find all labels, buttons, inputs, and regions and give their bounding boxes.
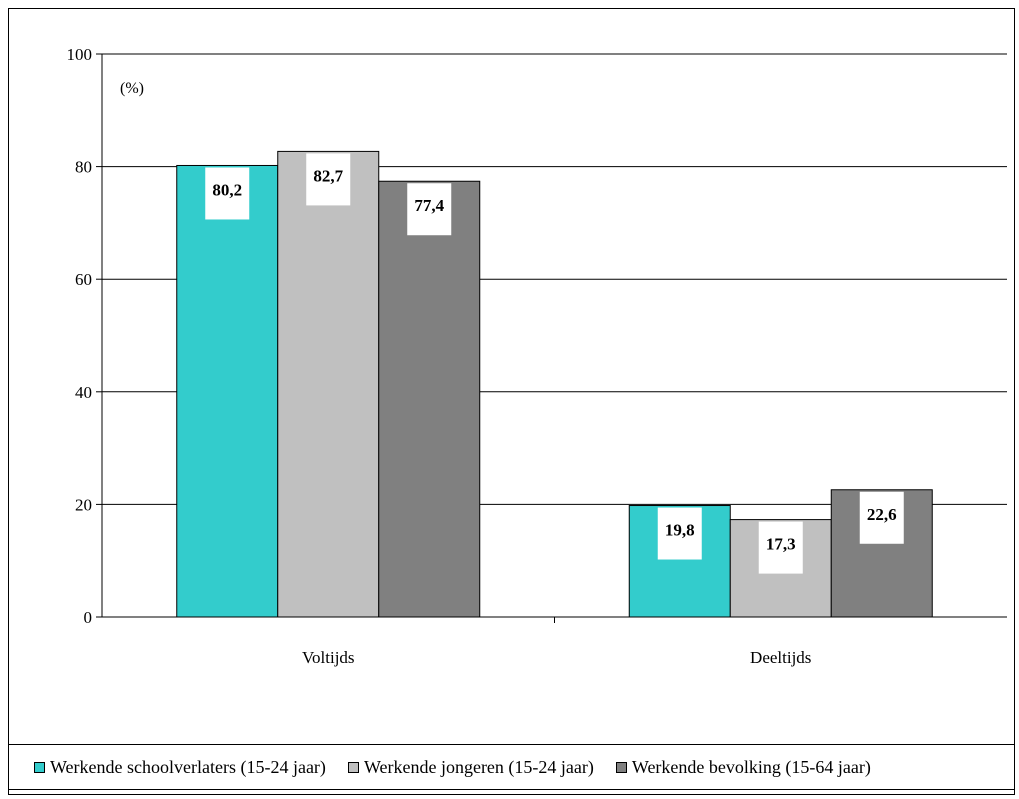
data-label-box — [205, 167, 250, 220]
bar — [378, 180, 481, 618]
legend-item: Werkende jongeren (15-24 jaar) — [347, 756, 594, 778]
unit-label: (%) — [120, 80, 144, 97]
data-label: 80,2 — [212, 180, 242, 199]
data-label: 19,8 — [665, 521, 695, 540]
legend-label: Werkende schoolverlaters (15-24 jaar) — [50, 756, 326, 777]
y-tick-label: 0 — [84, 608, 93, 627]
legend-item: Werkende schoolverlaters (15-24 jaar) — [34, 757, 326, 778]
data-label-box — [306, 153, 351, 206]
legend-label: Werkende jongeren (15-24 jaar) — [363, 756, 594, 777]
legend-swatch — [347, 761, 359, 773]
data-label: 17,3 — [766, 535, 796, 554]
data-label: 77,4 — [414, 196, 444, 215]
legend-swatch — [34, 761, 45, 773]
legend: Werkende schoolverlaters (15-24 jaar) Wer… — [8, 744, 1015, 790]
data-label-box — [859, 491, 904, 544]
legend-label: Werkende bevolking (15-64 jaar) — [631, 756, 871, 777]
x-category-label: Deeltijds — [750, 648, 811, 667]
data-label: 82,7 — [313, 166, 343, 185]
data-label-box — [758, 521, 803, 574]
data-label-box — [657, 507, 702, 560]
y-tick-label: 40 — [75, 383, 92, 402]
legend-item: Werkende bevolking (15-64 jaar) — [615, 756, 871, 778]
y-tick-label: 20 — [75, 495, 92, 514]
y-tick-label: 100 — [67, 45, 93, 64]
data-label: 22,6 — [867, 505, 897, 524]
y-tick-label: 60 — [75, 270, 92, 289]
y-tick-label: 80 — [75, 158, 92, 177]
bar — [176, 164, 279, 618]
x-category-label: Voltijds — [302, 648, 355, 667]
legend-swatch — [615, 761, 627, 773]
data-label-box — [407, 183, 452, 236]
chart-frame — [8, 8, 1015, 795]
bar — [277, 150, 380, 618]
